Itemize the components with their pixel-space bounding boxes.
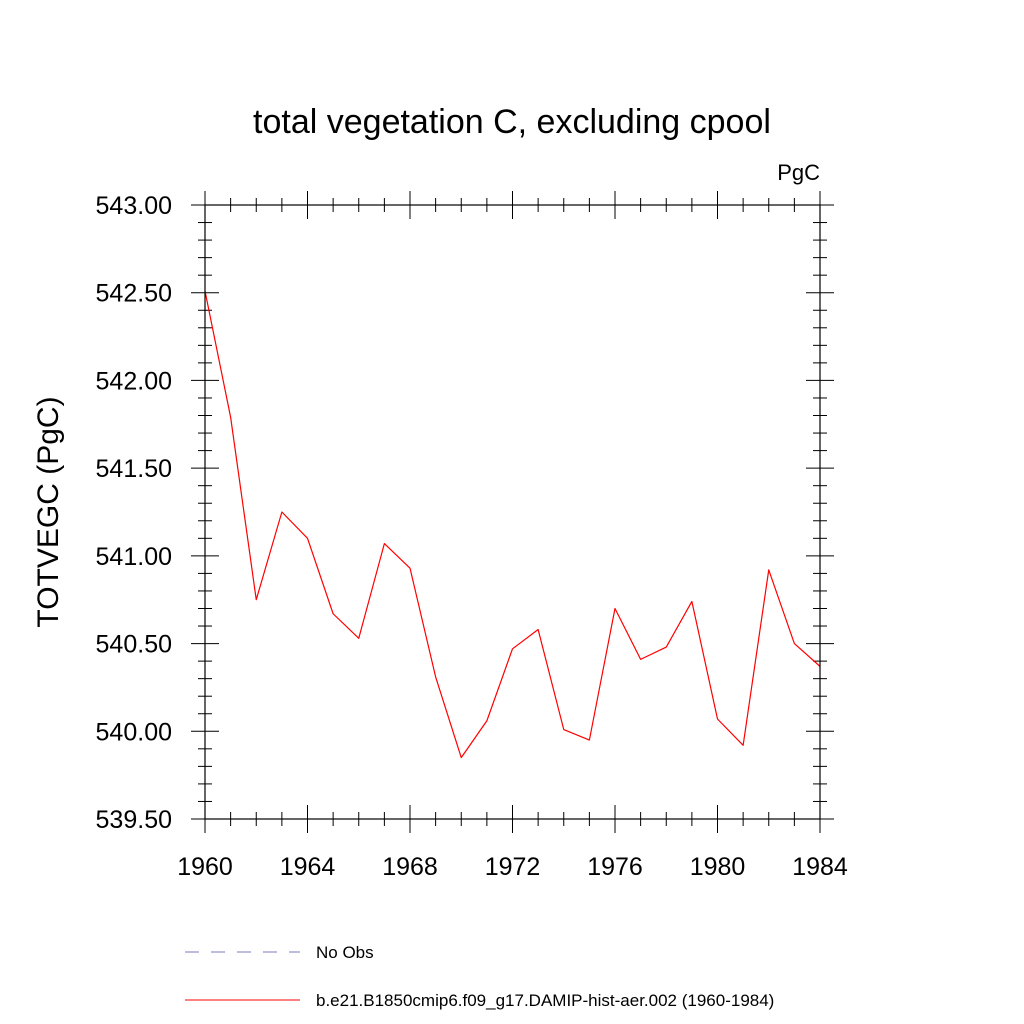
y-tick-label: 540.50 [96,631,172,659]
series-group [204,290,821,759]
x-tick-label: 1968 [382,853,438,881]
x-tick-label: 1976 [587,853,643,881]
y-tick-label: 540.00 [96,718,172,746]
legend-label: b.e21.B1850cmip6.f09_g17.DAMIP-hist-aer.… [316,991,774,1010]
y-axis-label: TOTVEGC (PgC) [32,396,65,627]
y-tick-label: 541.00 [96,543,172,571]
series-line [204,290,821,759]
plot-frame [204,204,821,820]
x-tick-label: 1984 [792,853,848,881]
y-tick-label: 542.00 [96,367,172,395]
chart-title: total vegetation C, excluding cpool [253,103,771,141]
x-tick-label: 1964 [280,853,336,881]
y-tick-label: 542.50 [96,280,172,308]
y-tick-label: 543.00 [96,192,172,220]
legend-label: No Obs [316,943,374,962]
x-tick-label: 1960 [177,853,233,881]
x-tick-label: 1980 [690,853,746,881]
y-tick-label: 541.50 [96,455,172,483]
axis-tick-labels: 1960 1964 1968 1972 1976 1980 1984 539.50 540.00… [96,192,848,881]
units-label: PgC [777,160,820,185]
y-tick-label: 539.50 [96,806,172,834]
x-tick-label: 1972 [485,853,541,881]
axis-ticks [191,191,834,833]
legend: No Obs b.e21.B1850cmip6.f09_g17.DAMIP-his… [185,943,774,1010]
